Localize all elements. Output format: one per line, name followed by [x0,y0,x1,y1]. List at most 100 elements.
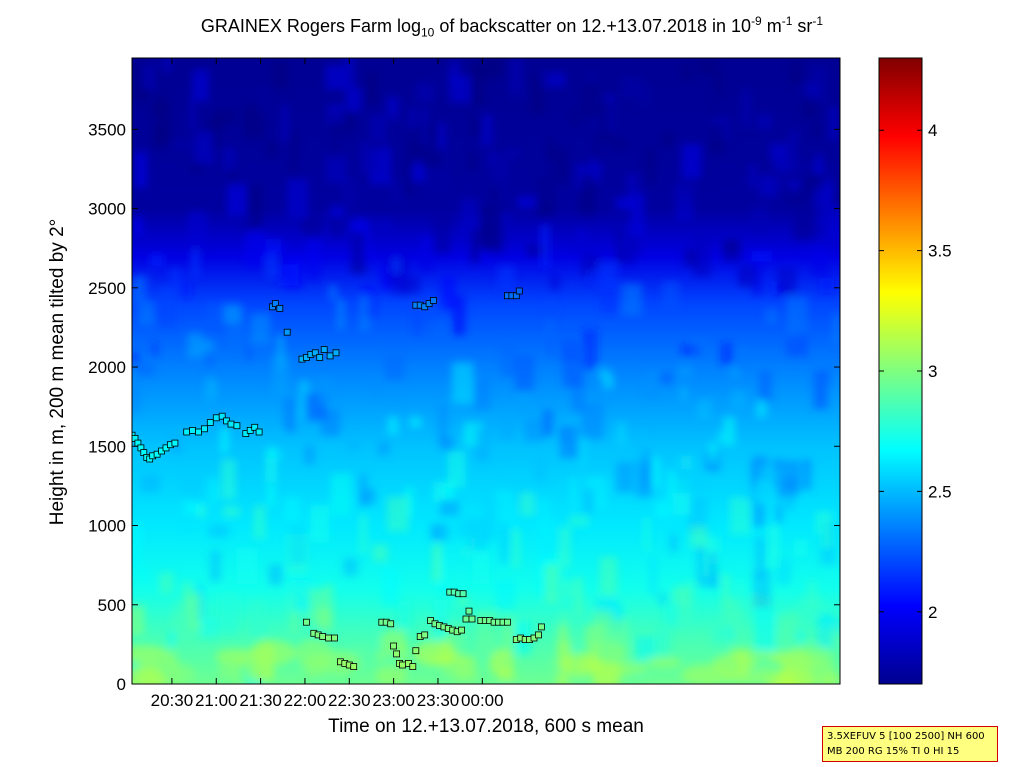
cloud-base-marker [331,634,338,642]
cloud-base-marker [421,631,429,639]
heatmap-patch [375,665,407,684]
heatmap-patch [755,400,767,418]
heatmap-patch [192,69,209,102]
heatmap-patch [697,399,713,421]
heatmap-patch [663,600,680,626]
heatmap-patch [717,431,726,443]
heatmap-patch [646,656,682,669]
heatmap-patch [152,125,167,149]
heatmap-patch [573,231,589,252]
heatmap-patch [613,661,648,676]
heatmap-patch [329,197,345,238]
heatmap-patch [420,107,428,146]
heatmap-patch [330,114,340,159]
cloud-base-marker [311,349,319,357]
heatmap-patch [551,72,566,87]
heatmap-patch [803,459,812,490]
heatmap-patch [647,149,656,185]
heatmap-patch [550,272,560,291]
heatmap-patch [643,448,650,490]
heatmap-patch [372,374,380,396]
heatmap-patch [434,599,447,641]
heatmap-patch [750,460,757,503]
heatmap-patch [419,235,434,272]
heatmap-patch [457,593,469,607]
heatmap-patch [218,593,239,636]
heatmap-patch [587,269,605,283]
heatmap-patch [359,295,370,331]
heatmap-patch [742,489,758,501]
heatmap-patch [784,499,794,511]
heatmap-patch [490,154,509,180]
cloud-base-marker [503,618,511,626]
heatmap-patch [833,313,840,345]
heatmap-patch [151,104,162,117]
cloud-base-marker [212,414,220,422]
heatmap-patch [579,437,588,468]
x-axis: 20:30 21:00 21:30 22:00 22:30 23:00 23:30 00:00 [151,58,504,710]
heatmap-patch [524,418,545,442]
heatmap-patch [709,124,725,154]
heatmap-patch [214,112,223,146]
heatmap-patch [156,83,169,98]
heatmap-patch [435,123,447,152]
x-tick-label: 22:30 [328,691,371,710]
heatmap-patch [187,211,208,252]
heatmap-patch [440,499,459,517]
heatmap-patch [222,506,240,518]
heatmap-patch [643,517,650,552]
heatmap-patch [249,640,296,666]
heatmap-patch [472,545,490,585]
heatmap-patch [799,596,808,623]
heatmap-patch [384,354,404,380]
heatmap-patch [579,175,596,216]
heatmap-patch [621,73,634,99]
heatmap-patch [302,215,322,236]
heatmap-patch [431,524,444,540]
heatmap-patch [290,131,298,172]
heatmap-patch [216,108,237,125]
heatmap-patch [198,615,219,639]
heatmap-patch [272,61,289,89]
heatmap-patch [375,218,393,236]
heatmap-patch [519,492,535,516]
heatmap-patch [638,85,655,108]
heatmap-patch [413,311,422,336]
heatmap-patch [463,547,470,558]
heatmap-patch [499,181,508,195]
heatmap-patch [662,281,680,309]
heatmap-patch [820,144,833,180]
heatmap-patch [135,274,148,311]
heatmap-patch [680,386,687,402]
heatmap-patch [268,564,283,585]
heatmap-patch [187,333,203,359]
cloud-base-marker [320,346,328,354]
heatmap-patch [210,550,221,582]
heatmap-patch [372,544,388,562]
heatmap-patch [455,518,477,538]
heatmap-patch [593,611,614,644]
heatmap-patch [310,504,330,543]
heatmap-patch [536,521,557,559]
heatmap-patch [681,144,702,179]
heatmap-patch [494,490,516,532]
heatmap-patch [132,375,141,413]
heatmap-patch [298,380,310,420]
heatmap-patch [709,394,720,414]
heatmap-patch [799,161,811,175]
heatmap-patch [497,265,515,293]
cloud-base-marker [468,615,476,623]
heatmap-patch [651,457,661,488]
heatmap-patch [295,638,333,669]
heatmap-patch [636,430,647,464]
x-tick-label: 23:00 [372,691,415,710]
heatmap-patch [366,71,379,105]
chart-title: GRAINEX Rogers Farm log10 of backscatter… [200,14,824,40]
heatmap-patch [154,649,175,669]
cloud-base-marker [459,590,467,598]
cloud-base-marker [233,422,241,430]
heatmap-patch [136,567,149,582]
heatmap-patch [600,279,618,313]
x-tick-label: 22:00 [284,691,327,710]
heatmap-patch [722,240,741,262]
